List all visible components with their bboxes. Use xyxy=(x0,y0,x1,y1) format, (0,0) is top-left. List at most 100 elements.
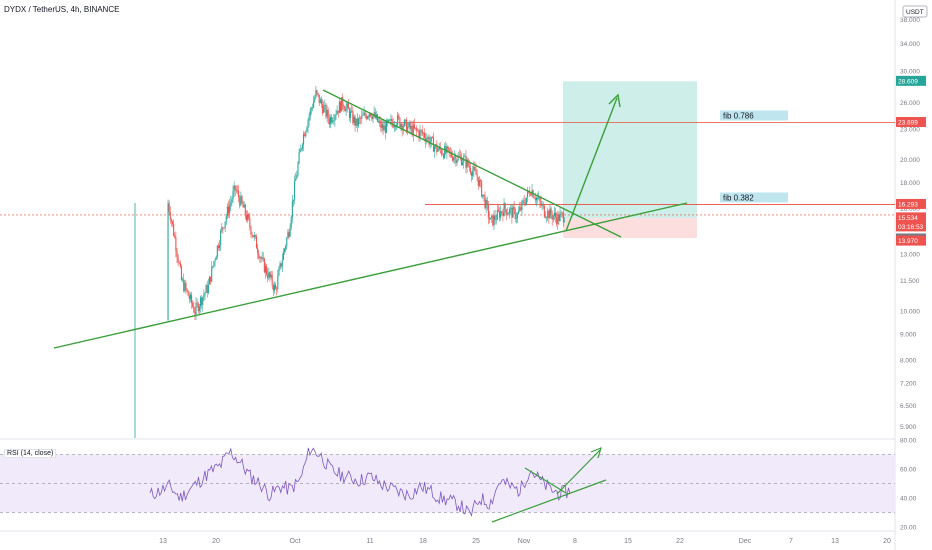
candle-body xyxy=(505,209,507,215)
candle-body xyxy=(346,103,348,107)
candle-body xyxy=(550,208,552,215)
candle-body xyxy=(538,197,540,199)
price-label-bg xyxy=(896,198,926,209)
time-tick-label: 13 xyxy=(159,538,167,545)
candle-body xyxy=(201,297,203,306)
candle-body xyxy=(385,120,387,133)
candle-body xyxy=(548,210,550,219)
price-tick-label: 34.000 xyxy=(900,41,920,48)
candle-body xyxy=(465,156,467,168)
support-trendline xyxy=(53,202,688,349)
rsi-support-trendline xyxy=(491,479,607,523)
candle-body xyxy=(331,117,333,123)
candle-body xyxy=(203,294,205,298)
candle-body xyxy=(171,221,174,224)
time-tick-label: 20 xyxy=(212,538,220,545)
candle-body xyxy=(239,197,241,206)
candle-body xyxy=(469,167,471,173)
candle-body xyxy=(217,245,219,248)
candle-body xyxy=(189,294,191,300)
candle-body xyxy=(170,219,172,222)
candle-body xyxy=(383,125,385,131)
candle-body xyxy=(305,131,307,137)
candle-body xyxy=(559,213,561,221)
candle-body xyxy=(449,151,451,153)
candle-body xyxy=(466,159,468,168)
candle-body xyxy=(294,180,296,200)
candle-body xyxy=(327,109,329,119)
candle-body xyxy=(399,117,401,128)
candle-body xyxy=(240,195,242,206)
price-tick-label: 38.000 xyxy=(900,17,920,24)
candle-body xyxy=(309,109,311,116)
candle-body xyxy=(238,190,240,198)
candle-body xyxy=(315,90,317,98)
candle-body xyxy=(454,155,456,158)
candle-body xyxy=(464,156,466,157)
candle-body xyxy=(423,133,426,138)
fib-label-bg xyxy=(720,110,788,121)
candle-body xyxy=(301,144,303,149)
time-tick-label: 20 xyxy=(883,538,891,545)
candle-body xyxy=(300,148,302,150)
candle-body xyxy=(263,258,265,273)
candle-body xyxy=(205,285,207,293)
candle-body xyxy=(176,250,178,257)
candle-body xyxy=(307,120,309,128)
candle-body xyxy=(241,195,243,203)
candle-body xyxy=(247,214,249,221)
candle-body xyxy=(488,217,491,220)
time-tick-label: 25 xyxy=(472,538,480,545)
candle-body xyxy=(504,203,506,210)
candle-body xyxy=(384,125,386,133)
candle-body xyxy=(326,109,328,117)
candle-body xyxy=(196,302,198,304)
time-tick-label: 18 xyxy=(419,538,427,545)
candle-body xyxy=(198,306,200,312)
candle-body xyxy=(408,122,410,127)
candle-body xyxy=(555,212,557,218)
candle-body xyxy=(313,101,315,108)
fib-label: fib 0.786 xyxy=(723,112,754,121)
candle-body xyxy=(345,106,347,112)
candle-body xyxy=(493,215,495,226)
candle-body xyxy=(472,171,474,176)
rsi-tick-label: 80.00 xyxy=(900,438,917,445)
fib-label-bg xyxy=(720,192,788,203)
candle-body xyxy=(487,204,489,218)
candle-body xyxy=(525,197,527,205)
candle-body xyxy=(364,112,366,116)
candle-body xyxy=(193,306,195,312)
candle-body xyxy=(515,217,517,219)
candle-body xyxy=(318,94,320,104)
candle-body xyxy=(400,124,402,128)
candle-body xyxy=(450,151,452,157)
candle-body xyxy=(180,266,183,281)
candle-body xyxy=(420,129,422,131)
candle-body xyxy=(291,201,293,218)
candle-body xyxy=(259,257,261,259)
candle-body xyxy=(444,146,446,158)
price-label-bg xyxy=(896,212,926,223)
projection-arrow-head xyxy=(608,93,621,108)
candle-body xyxy=(527,190,529,198)
candle-body xyxy=(354,116,356,126)
candle-body xyxy=(339,101,342,112)
candle-body xyxy=(282,251,284,261)
candle-body xyxy=(440,149,442,155)
candle-body xyxy=(519,207,521,211)
candle-body xyxy=(352,110,354,123)
candle-body xyxy=(394,126,396,128)
candle-body xyxy=(215,256,217,260)
candle-body xyxy=(192,303,194,307)
candle-body xyxy=(495,219,497,221)
candle-body xyxy=(235,189,237,191)
candle-body xyxy=(544,216,547,218)
candle-body xyxy=(514,209,516,219)
candle-body xyxy=(332,120,334,123)
candle-body xyxy=(261,257,263,259)
candle-body xyxy=(425,137,427,142)
candle-body xyxy=(214,259,216,262)
candle-body xyxy=(520,207,522,210)
